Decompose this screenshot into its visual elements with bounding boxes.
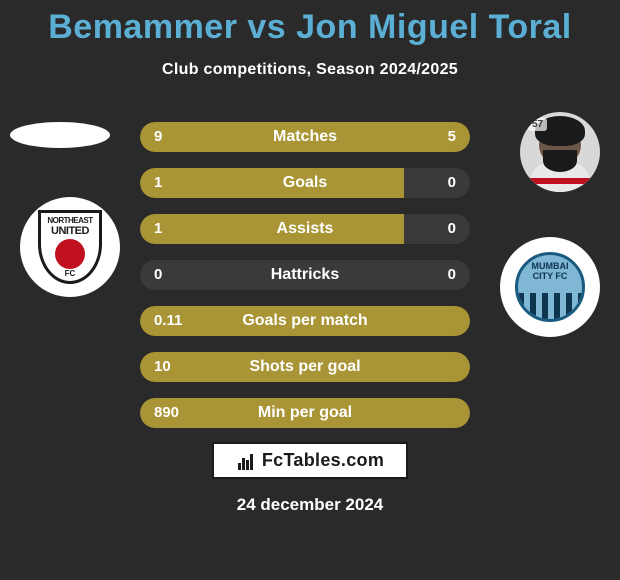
stat-row: 890Min per goal [140,398,470,428]
player-left-avatar [10,112,110,192]
footer-date: 24 december 2024 [0,495,620,515]
chart-icon [236,452,256,470]
stat-bars: 95Matches 10Goals 10Assists 00Hattricks 0.11… [140,122,470,444]
stat-label: Goals [140,168,470,198]
stat-label: Min per goal [140,398,470,428]
club-left-text-mid: UNITED [41,225,99,237]
club-right-logo: MUMBAI CITY FC [500,237,600,337]
stat-row: 0.11Goals per match [140,306,470,336]
avatar-shadow-left [10,122,110,148]
stat-row: 10Goals [140,168,470,198]
club-left-text-top: NORTHEAST [41,213,99,225]
subtitle: Club competitions, Season 2024/2025 [0,61,620,79]
stat-row: 95Matches [140,122,470,152]
player-right-badge: 57 [528,118,547,131]
footer: FcTables.com 24 december 2024 [0,442,620,515]
player-right-photo: 57 [520,112,600,192]
stat-label: Shots per goal [140,352,470,382]
club-right-text-top: MUMBAI [532,261,569,271]
player-right-avatar: 57 [510,112,610,192]
club-left-logo: NORTHEAST UNITED FC [20,197,120,297]
club-right-text-mid: CITY FC [533,271,568,281]
club-left-text-bot: FC [41,269,99,278]
stat-label: Goals per match [140,306,470,336]
brand-badge: FcTables.com [212,442,408,479]
stat-label: Hattricks [140,260,470,290]
stat-row: 10Assists [140,214,470,244]
page-title: Bemammer vs Jon Miguel Toral [0,0,620,47]
stat-label: Assists [140,214,470,244]
stat-row: 10Shots per goal [140,352,470,382]
stat-label: Matches [140,122,470,152]
brand-text: FcTables.com [262,450,384,471]
stat-row: 00Hattricks [140,260,470,290]
